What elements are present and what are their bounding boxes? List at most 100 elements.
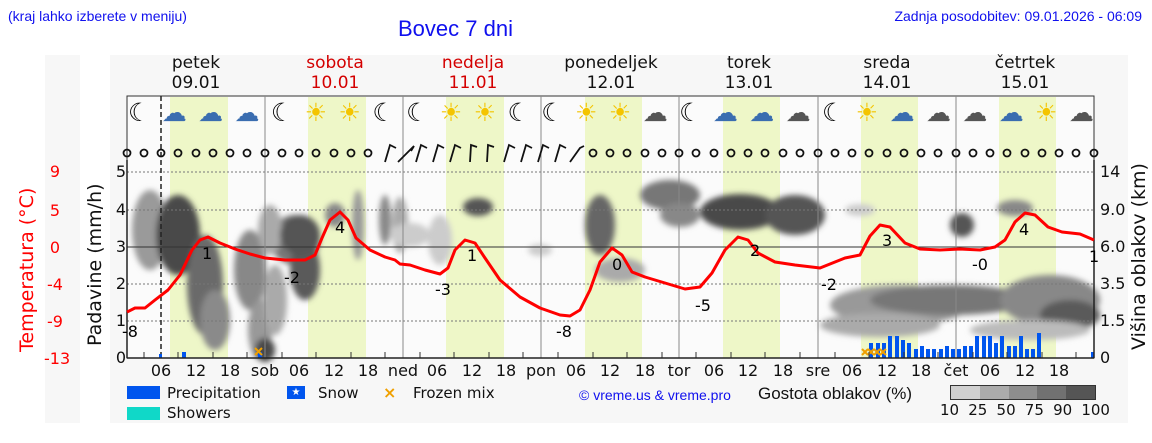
cloud-density-ticks: 10 25 50 75 90 100 — [940, 401, 1110, 419]
cloud-snow-icon: ☁ — [161, 98, 187, 127]
legend-frozen-mix: Frozen mix — [413, 384, 495, 402]
x-tick: 18 — [357, 361, 379, 380]
sun-cloud-rain-icon: ☀ — [1035, 98, 1058, 127]
hour-ticks — [143, 352, 1077, 358]
day-header-1: sobota 10.01 — [306, 53, 364, 93]
location-note: (kraj lahko izberete v meniju) — [8, 8, 187, 24]
x-tick: 06 — [150, 361, 172, 380]
cloud-snow-icon: ☁ — [234, 98, 260, 127]
x-tick: 18 — [495, 361, 517, 380]
cloud-height-axis-label: Višina oblakov (km) — [1128, 163, 1150, 350]
temp-tick: -9 — [47, 312, 63, 331]
precip-tick: 5 — [115, 162, 126, 181]
temp-annotation: -5 — [695, 296, 711, 315]
sun-cloud-icon: ☀ — [304, 98, 328, 127]
precip-tick: 1 — [115, 311, 126, 330]
precip-axis-label: Padavine (mm/h) — [84, 183, 106, 346]
precip-tick: 2 — [115, 274, 126, 293]
cloud-height-tick: 9.0 — [1100, 200, 1126, 219]
page-title: Bovec 7 dni — [398, 16, 513, 41]
temp-annotation: -3 — [435, 280, 451, 299]
x-tick: 18 — [634, 361, 656, 380]
legend-snow: Snow — [318, 384, 359, 402]
temp-annotation: -8 — [122, 322, 138, 341]
temp-annotation: 0 — [612, 255, 623, 274]
cloud-density-scale — [950, 385, 1096, 400]
x-tick: 06 — [288, 361, 310, 380]
x-tick: 12 — [599, 361, 621, 380]
moon-icon: ☾ — [507, 98, 530, 127]
snow-star-icon: ★ — [287, 386, 305, 399]
day-header-4: torek 13.01 — [724, 53, 774, 93]
cloud-icon: ☁ — [712, 98, 738, 127]
temp-tick: 9 — [49, 162, 61, 181]
sun-cloud-icon: ☀ — [608, 98, 632, 127]
x-tick: ned — [387, 361, 419, 380]
weather-icons-row: ☾ ☁ ☁ ☁ ☾ ☀ ☀ ☾ ☾ ☀ ☀ ☾ ☾ ☀ ☀ ☁ ☾ ☁ ☁ ☁ … — [128, 96, 1094, 138]
cloud-icon: ☁ — [749, 98, 775, 127]
x-tick: 12 — [737, 361, 759, 380]
frozen-mix-marks — [254, 347, 887, 356]
day-header-0: petek 09.01 — [171, 53, 221, 93]
x-tick: tor — [667, 361, 691, 380]
cloud-height-tick: 3.5 — [1100, 274, 1126, 293]
day-header-5: sreda 14.01 — [862, 53, 912, 93]
day-header-6: četrtek 15.01 — [994, 53, 1056, 93]
frozen-mix-x-icon: × — [383, 383, 397, 402]
temp-annotation: 4 — [335, 218, 346, 237]
sun-cloud-icon: ☀ — [439, 98, 463, 127]
precip-tick: 4 — [115, 200, 126, 219]
x-tick: 12 — [876, 361, 898, 380]
temp-annotation: -8 — [556, 322, 572, 341]
sun-cloud-icon: ☀ — [473, 98, 497, 127]
moon-cloud-icon: ☾ — [372, 98, 395, 127]
temp-tick: -13 — [44, 349, 71, 368]
x-tick: 12 — [185, 361, 207, 380]
temp-annotation: 1 — [202, 244, 213, 263]
x-tick: 12 — [323, 361, 345, 380]
precipitation-swatch — [127, 386, 160, 399]
x-tick: 06 — [979, 361, 1001, 380]
cloud-sleet-icon: ☁ — [889, 98, 915, 127]
temp-annotation: -0 — [972, 255, 988, 274]
temp-annotation: 3 — [882, 231, 893, 250]
x-tick: 06 — [565, 361, 587, 380]
x-tick: sre — [805, 361, 831, 380]
moon-cloud-snow-icon: ☾ — [128, 98, 151, 127]
legend-showers: Showers — [167, 404, 231, 422]
x-tick: 12 — [461, 361, 483, 380]
x-tick: 12 — [1014, 361, 1036, 380]
x-tick: čet — [943, 361, 969, 380]
x-tick: 06 — [426, 361, 448, 380]
moon-cloud-icon: ☾ — [270, 98, 294, 127]
cloud-sleet-icon: ☁ — [962, 98, 988, 127]
day-header-2: nedelja 11.01 — [441, 53, 505, 93]
temp-tick: -4 — [47, 275, 63, 294]
moon-cloud-icon: ☾ — [821, 98, 845, 127]
cloud-height-tick: 14 — [1100, 162, 1121, 181]
precip-tick: 0 — [115, 348, 126, 367]
temp-annotation: -2 — [821, 275, 837, 294]
day-header-3: ponedeljek 12.01 — [564, 53, 658, 93]
x-tick: 18 — [1048, 361, 1070, 380]
credit-link[interactable]: © vreme.us & vreme.pro — [579, 387, 731, 403]
cloud-icon: ☁ — [198, 98, 224, 127]
x-tick: 06 — [703, 361, 725, 380]
moon-cloud-icon: ☾ — [679, 98, 702, 127]
x-tick: 18 — [910, 361, 932, 380]
wind-barbs — [384, 143, 585, 163]
temp-tick: 0 — [49, 238, 61, 257]
temp-axis-label: Temperatura (°C) — [16, 187, 38, 352]
showers-swatch — [127, 407, 160, 420]
cloud-snow-icon: ☁ — [1068, 98, 1094, 127]
wind-calm-markers — [122, 148, 1099, 158]
precip-tick: 3 — [115, 237, 126, 256]
grid-horizontal — [127, 171, 1094, 322]
legend-precipitation: Precipitation — [167, 384, 261, 402]
day-separators — [264, 96, 957, 358]
temp-annotation: -2 — [284, 268, 300, 287]
cloud-height-tick: 1.5 — [1100, 311, 1126, 330]
x-tick: 18 — [219, 361, 241, 380]
temp-tick: 5 — [49, 201, 61, 220]
